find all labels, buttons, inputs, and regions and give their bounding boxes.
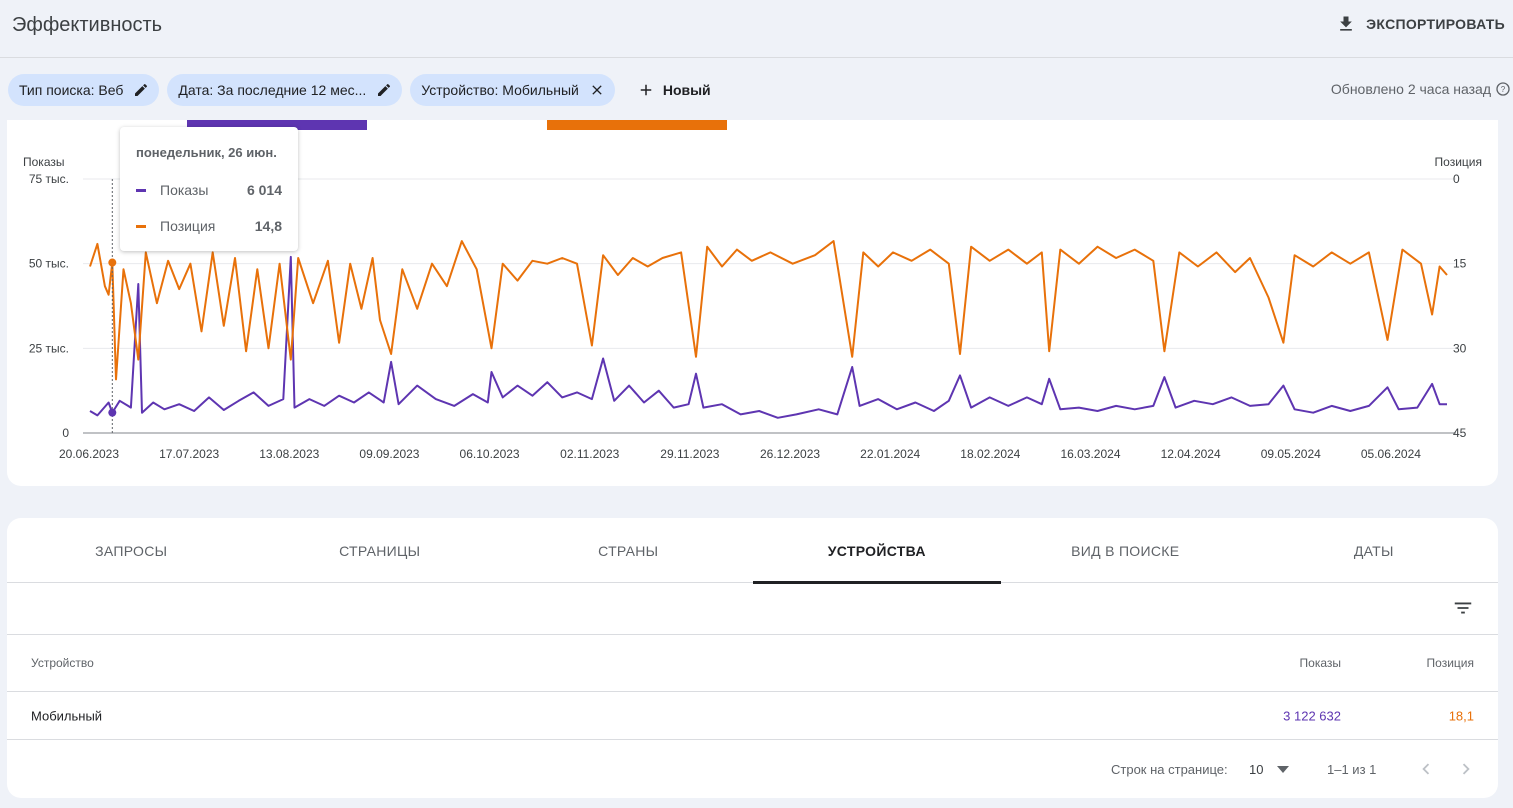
x-tick-label: 02.11.2023 xyxy=(560,447,619,461)
header-position[interactable]: Позиция xyxy=(1426,656,1474,670)
performance-chart-card: 75 тыс. 0 50 тыс. 15 25 тыс. 30 0 45 Показы Позиц… xyxy=(7,120,1498,486)
dimension-tabs: ЗАПРОСЫ СТРАНИЦЫ СТРАНЫ УСТРОЙСТВА ВИД В… xyxy=(7,518,1498,584)
chip-label: Тип поиска: Веб xyxy=(19,82,124,98)
x-tick-label: 16.03.2024 xyxy=(1060,447,1120,461)
x-tick-label: 26.12.2023 xyxy=(760,447,820,461)
dropdown-arrow-icon xyxy=(1277,765,1290,773)
tooltip-name: Позиция xyxy=(160,218,216,234)
rows-per-page-label: Строк на странице: xyxy=(1111,762,1228,777)
filter-chip-device[interactable]: Устройство: Мобильный xyxy=(410,74,615,106)
close-icon[interactable] xyxy=(589,82,605,98)
export-label: ЭКСПОРТИРОВАТЬ xyxy=(1366,16,1505,32)
x-tick-label: 22.01.2024 xyxy=(860,447,920,461)
download-icon xyxy=(1340,16,1352,31)
y-right-tick-label: 15 xyxy=(1453,257,1467,271)
y-left-tick-label: 50 тыс. xyxy=(29,257,69,271)
header-device[interactable]: Устройство xyxy=(31,656,94,670)
filter-list-icon[interactable] xyxy=(1452,597,1474,619)
hover-point-position xyxy=(108,258,117,267)
tooltip-row-position: Позиция 14,8 xyxy=(136,218,282,234)
page-range: 1–1 из 1 xyxy=(1327,762,1377,777)
x-tick-label: 12.04.2024 xyxy=(1161,447,1221,461)
hover-point-impressions xyxy=(108,408,117,417)
plus-icon xyxy=(640,84,652,96)
performance-chart[interactable]: 75 тыс. 0 50 тыс. 15 25 тыс. 30 0 45 Показы Позиц… xyxy=(7,120,1498,486)
impressions-metric-card[interactable] xyxy=(187,120,367,130)
chevron-left-icon[interactable] xyxy=(1415,758,1437,780)
filter-chip-search-type[interactable]: Тип поиска: Веб xyxy=(8,74,160,106)
y-right-tick-label: 0 xyxy=(1453,172,1460,186)
chart-tooltip: понедельник, 26 июн. Показы 6 014 Позици… xyxy=(120,127,298,251)
table-filter-row xyxy=(7,583,1498,635)
x-tick-label: 17.07.2023 xyxy=(159,447,219,461)
header-impressions[interactable]: Показы xyxy=(1299,656,1341,670)
x-tick-label: 06.10.2023 xyxy=(460,447,520,461)
pencil-icon[interactable] xyxy=(133,82,149,98)
rows-per-page-value: 10 xyxy=(1249,762,1264,777)
x-tick-label: 05.06.2024 xyxy=(1361,447,1421,461)
dimension-table-card: ЗАПРОСЫ СТРАНИЦЫ СТРАНЫ УСТРОЙСТВА ВИД В… xyxy=(7,518,1498,798)
chip-label: Устройство: Мобильный xyxy=(421,82,579,98)
tab-dates[interactable]: ДАТЫ xyxy=(1353,542,1394,559)
y-left-tick-label: 25 тыс. xyxy=(29,341,69,355)
filter-bar: Тип поиска: Веб Дата: За последние 12 ме… xyxy=(8,74,711,106)
export-button[interactable]: ЭКСПОРТИРОВАТЬ xyxy=(1336,14,1505,34)
position-metric-card[interactable] xyxy=(547,120,727,130)
x-tick-label: 18.02.2024 xyxy=(960,447,1020,461)
updated-text: Обновлено 2 часа назад xyxy=(1330,81,1491,97)
filter-chip-date[interactable]: Дата: За последние 12 мес... xyxy=(167,74,403,106)
y-right-axis-label: Позиция xyxy=(1435,155,1482,169)
tooltip-row-impressions: Показы 6 014 xyxy=(136,182,282,198)
help-icon[interactable]: ? xyxy=(1495,81,1511,97)
tab-pages[interactable]: СТРАНИЦЫ xyxy=(339,542,421,559)
x-tick-label: 09.05.2024 xyxy=(1261,447,1321,461)
y-left-tick-label: 0 xyxy=(62,426,69,440)
tooltip-name: Показы xyxy=(160,182,209,198)
cell-device: Мобильный xyxy=(31,708,103,723)
impressions-swatch xyxy=(136,188,146,192)
table-header-row: Устройство Показы Позиция xyxy=(7,635,1498,692)
impressions-series-line xyxy=(89,255,1447,419)
chip-label: Дата: За последние 12 мес... xyxy=(178,82,367,98)
header: Эффективность ЭКСПОРТИРОВАТЬ xyxy=(0,0,1513,58)
chevron-right-icon[interactable] xyxy=(1455,758,1477,780)
svg-text:?: ? xyxy=(1501,85,1506,94)
table-row[interactable]: Мобильный 3 122 632 18,1 xyxy=(7,692,1498,740)
x-tick-label: 13.08.2023 xyxy=(259,447,319,461)
page-title: Эффективность xyxy=(12,14,163,36)
tab-queries[interactable]: ЗАПРОСЫ xyxy=(95,542,168,559)
position-series-line xyxy=(89,240,1448,381)
rows-per-page-select[interactable]: 10 xyxy=(1249,762,1290,777)
tab-search-appearance[interactable]: ВИД В ПОИСКЕ xyxy=(1071,542,1180,559)
updated-status: Обновлено 2 часа назад ? xyxy=(1331,81,1511,97)
tab-countries[interactable]: СТРАНЫ xyxy=(598,542,659,559)
pencil-icon[interactable] xyxy=(376,82,392,98)
y-left-tick-label: 75 тыс. xyxy=(29,172,69,186)
tooltip-date: понедельник, 26 июн. xyxy=(136,145,277,160)
tooltip-value: 14,8 xyxy=(254,218,282,234)
y-right-tick-label: 30 xyxy=(1453,341,1467,355)
tooltip-value: 6 014 xyxy=(246,182,282,198)
new-filter-label: Новый xyxy=(662,82,711,98)
y-right-tick-label: 45 xyxy=(1453,426,1467,440)
new-filter-button[interactable]: Новый xyxy=(637,81,711,99)
position-swatch xyxy=(136,224,146,228)
y-left-axis-label: Показы xyxy=(23,155,64,169)
x-tick-label: 09.09.2023 xyxy=(359,447,419,461)
x-tick-label: 20.06.2023 xyxy=(59,447,119,461)
x-tick-label: 29.11.2023 xyxy=(660,447,719,461)
pagination: Строк на странице: 10 1–1 из 1 xyxy=(7,740,1498,798)
cell-impressions: 3 122 632 xyxy=(1283,708,1341,723)
tab-devices[interactable]: УСТРОЙСТВА xyxy=(752,518,1002,584)
cell-position: 18,1 xyxy=(1448,708,1474,723)
